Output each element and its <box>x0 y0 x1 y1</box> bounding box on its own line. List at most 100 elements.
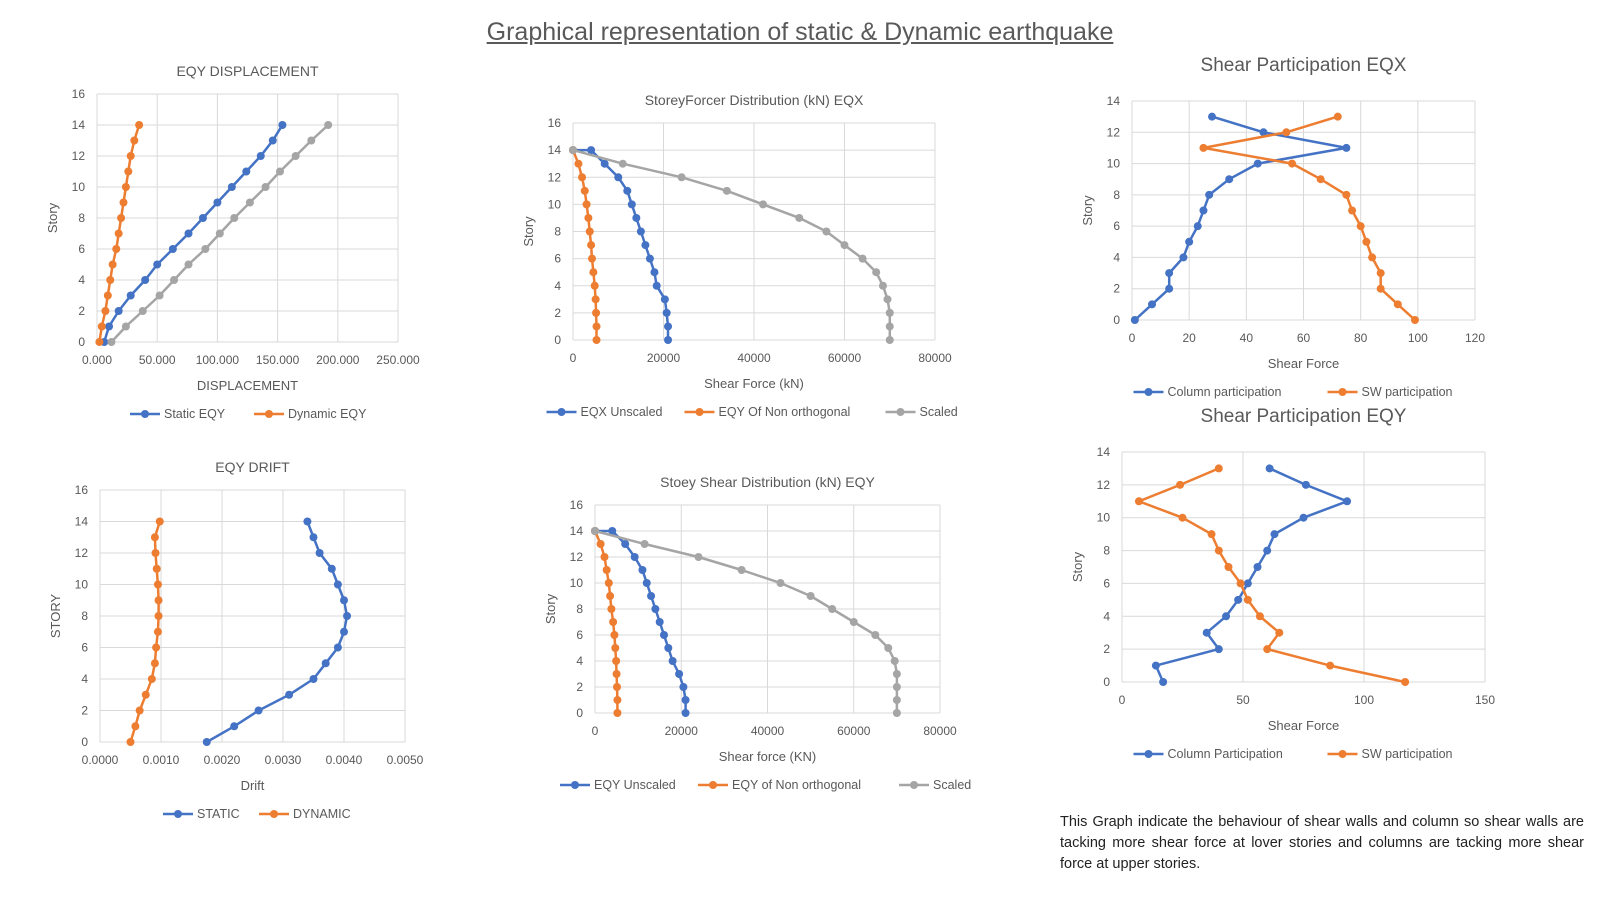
series-line <box>1154 467 1349 683</box>
data-point <box>1193 222 1202 231</box>
y-tick-label: 2 <box>576 680 583 694</box>
data-point <box>592 308 601 317</box>
legend-swatch-marker <box>896 408 905 416</box>
data-point <box>155 517 164 526</box>
data-point <box>664 322 673 331</box>
data-point <box>1214 546 1223 555</box>
data-point <box>1333 112 1342 121</box>
legend-label: EQY Of Non orthogonal <box>719 405 851 419</box>
x-tick-label: 50.000 <box>139 353 176 367</box>
eqy-drift-chart: EQY DRIFT 0 2 4 6 8 10 12 14 16 0.0000 0.0010 0.0020… <box>48 459 424 821</box>
data-point <box>114 307 123 315</box>
data-point <box>885 308 894 317</box>
data-point <box>1185 237 1194 246</box>
data-point <box>106 276 115 284</box>
y-tick-label: 12 <box>570 550 584 564</box>
x-tick-label: 100 <box>1354 693 1374 707</box>
data-point <box>121 322 130 331</box>
y-tick-label: 16 <box>570 498 584 512</box>
y-tick-label: 6 <box>78 242 85 256</box>
data-point <box>256 152 265 160</box>
y-axis-label: Story <box>1070 551 1085 582</box>
data-point <box>126 738 135 746</box>
x-tick-label: 20 <box>1182 331 1196 345</box>
y-tick-label: 10 <box>1097 511 1111 525</box>
data-point <box>1159 678 1168 686</box>
data-point <box>632 213 641 222</box>
data-point <box>343 612 352 620</box>
data-point <box>131 722 140 731</box>
data-point <box>650 268 659 277</box>
data-point <box>1199 206 1208 215</box>
data-point <box>651 605 660 613</box>
legend-swatch-marker <box>265 410 273 418</box>
page-title: Graphical representation of static & Dyn… <box>486 18 1114 46</box>
data-point <box>1176 480 1185 489</box>
y-tick-label: 10 <box>75 578 89 592</box>
y-tick-label: 16 <box>75 483 89 497</box>
y-tick-label: 14 <box>548 143 562 157</box>
y-tick-label: 8 <box>576 602 583 616</box>
legend-swatch-marker <box>1338 750 1347 758</box>
x-tick-label: 0.0010 <box>143 753 180 767</box>
y-tick-label: 10 <box>72 180 86 194</box>
data-point <box>1202 628 1211 637</box>
data-point <box>1288 159 1297 168</box>
data-point <box>309 533 318 542</box>
eqy-displacement-chart: EQY DISPLACEMENT 0 2 4 6 8 10 12 14 16 0.000 50.000… <box>45 63 420 421</box>
x-tick-label: 80000 <box>918 351 952 365</box>
data-point <box>276 167 285 176</box>
x-tick-label: 60 <box>1297 331 1311 345</box>
x-axis-label: Shear Force <box>1268 718 1340 733</box>
x-tick-label: 250.000 <box>376 353 420 367</box>
x-tick-label: 80 <box>1354 331 1368 345</box>
data-point <box>883 295 892 304</box>
data-point <box>1401 678 1410 686</box>
data-point <box>569 146 577 155</box>
data-point <box>655 618 664 626</box>
y-tick-label: 10 <box>548 197 562 211</box>
data-point <box>892 709 901 717</box>
data-point <box>664 644 673 652</box>
data-point <box>642 579 651 587</box>
data-point <box>321 659 330 668</box>
data-point <box>641 241 650 250</box>
data-point <box>150 659 159 668</box>
data-point <box>604 579 613 587</box>
data-point <box>840 241 849 250</box>
data-point <box>591 527 599 535</box>
data-point <box>135 121 144 129</box>
y-tick-label: 4 <box>1103 609 1110 623</box>
data-point <box>660 631 668 639</box>
data-point <box>611 644 620 652</box>
data-point <box>333 580 342 589</box>
data-point <box>645 254 654 263</box>
data-point <box>309 675 318 683</box>
shear-participation-eqx-chart: Shear Participation EQX 0 2 4 6 8 10 12 14 0 20 40 6… <box>1080 55 1485 399</box>
y-tick-label: 14 <box>75 515 89 529</box>
data-point <box>590 281 599 290</box>
legend-label: SW participation <box>1362 385 1453 399</box>
data-point <box>1253 563 1262 571</box>
data-point <box>121 183 130 191</box>
data-point <box>1207 530 1216 539</box>
legend-swatch-marker <box>174 810 182 818</box>
x-tick-label: 50 <box>1236 693 1250 707</box>
data-point <box>278 121 287 129</box>
x-tick-label: 80000 <box>923 724 957 738</box>
y-tick-label: 0 <box>78 335 85 349</box>
data-point <box>1301 480 1310 489</box>
x-tick-label: 0.0050 <box>387 753 424 767</box>
y-tick-label: 8 <box>1103 544 1110 558</box>
data-point <box>1225 175 1234 184</box>
data-point <box>776 579 785 587</box>
data-point <box>722 186 731 195</box>
data-point <box>589 268 598 277</box>
data-point <box>677 173 686 182</box>
x-tick-label: 0 <box>570 351 577 365</box>
data-point <box>885 336 894 344</box>
series-line <box>573 148 670 340</box>
data-point <box>1393 300 1402 309</box>
chart-title: Shear Participation EQY <box>1201 406 1407 427</box>
data-point <box>1214 464 1223 473</box>
